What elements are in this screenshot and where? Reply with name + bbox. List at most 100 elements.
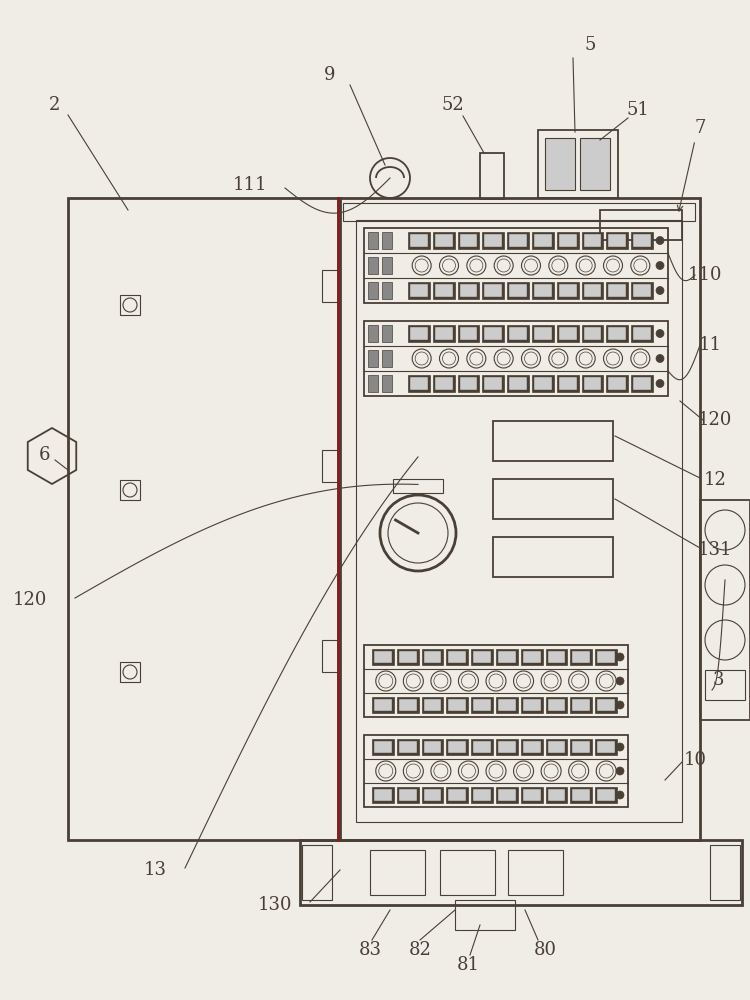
Bar: [584, 327, 602, 340]
Text: 7: 7: [694, 119, 706, 137]
Circle shape: [616, 653, 624, 661]
Bar: [374, 651, 392, 663]
Circle shape: [656, 355, 664, 362]
Bar: [556, 282, 578, 299]
Text: 131: 131: [698, 541, 732, 559]
Bar: [484, 377, 502, 390]
Bar: [422, 697, 443, 713]
Bar: [433, 375, 454, 392]
Bar: [482, 375, 504, 392]
Bar: [448, 789, 466, 801]
Bar: [523, 789, 541, 801]
Bar: [422, 649, 443, 665]
Bar: [338, 198, 700, 840]
Bar: [608, 234, 626, 247]
Bar: [632, 325, 653, 342]
Bar: [435, 234, 452, 247]
Bar: [607, 282, 628, 299]
Bar: [68, 198, 340, 840]
Bar: [507, 232, 529, 249]
Bar: [435, 284, 452, 297]
Bar: [374, 789, 392, 801]
Bar: [399, 699, 416, 711]
Bar: [368, 375, 378, 392]
Bar: [399, 789, 416, 801]
Bar: [571, 697, 592, 713]
Bar: [596, 739, 617, 755]
Bar: [498, 651, 516, 663]
Bar: [556, 375, 578, 392]
Bar: [374, 741, 392, 753]
Text: 82: 82: [409, 941, 431, 959]
Bar: [532, 325, 554, 342]
Circle shape: [616, 677, 624, 685]
Bar: [397, 739, 418, 755]
Bar: [572, 651, 590, 663]
Bar: [460, 327, 478, 340]
Bar: [382, 350, 392, 367]
Bar: [498, 699, 516, 711]
Bar: [556, 232, 578, 249]
Bar: [632, 282, 653, 299]
Bar: [498, 789, 516, 801]
Bar: [545, 739, 568, 755]
Bar: [458, 325, 479, 342]
Bar: [372, 787, 394, 803]
Bar: [520, 739, 542, 755]
Text: 5: 5: [584, 36, 596, 54]
Bar: [493, 479, 613, 519]
Bar: [581, 375, 604, 392]
Circle shape: [616, 791, 624, 799]
Bar: [410, 327, 428, 340]
Bar: [368, 257, 378, 274]
Bar: [455, 900, 515, 930]
Bar: [532, 282, 554, 299]
Text: 120: 120: [698, 411, 732, 429]
Bar: [370, 850, 425, 895]
Bar: [410, 284, 428, 297]
Text: 3: 3: [712, 671, 724, 689]
Circle shape: [656, 379, 664, 387]
Bar: [424, 651, 442, 663]
Bar: [393, 479, 443, 493]
Circle shape: [656, 236, 664, 244]
Bar: [372, 739, 394, 755]
Text: 81: 81: [457, 956, 479, 974]
Bar: [435, 377, 452, 390]
Bar: [322, 640, 340, 672]
Bar: [422, 739, 443, 755]
Bar: [446, 787, 468, 803]
Bar: [559, 284, 577, 297]
Bar: [448, 741, 466, 753]
Text: 130: 130: [258, 896, 292, 914]
Text: 111: 111: [232, 176, 267, 194]
Bar: [633, 377, 651, 390]
Bar: [440, 850, 495, 895]
Bar: [399, 651, 416, 663]
Bar: [484, 284, 502, 297]
Bar: [408, 282, 430, 299]
Text: 13: 13: [143, 861, 166, 879]
Text: 10: 10: [683, 751, 706, 769]
Bar: [471, 649, 493, 665]
Bar: [520, 787, 542, 803]
Circle shape: [616, 701, 624, 709]
Bar: [580, 138, 610, 190]
Bar: [545, 649, 568, 665]
Text: 52: 52: [442, 96, 464, 114]
Bar: [597, 741, 615, 753]
Bar: [509, 234, 527, 247]
Bar: [473, 651, 491, 663]
Bar: [399, 741, 416, 753]
Bar: [471, 739, 493, 755]
Bar: [364, 735, 628, 807]
Bar: [382, 257, 392, 274]
Bar: [382, 232, 392, 249]
Text: 80: 80: [533, 941, 556, 959]
Bar: [356, 220, 682, 822]
Bar: [507, 375, 529, 392]
Bar: [372, 649, 394, 665]
Bar: [584, 284, 602, 297]
Bar: [382, 325, 392, 342]
Bar: [607, 375, 628, 392]
